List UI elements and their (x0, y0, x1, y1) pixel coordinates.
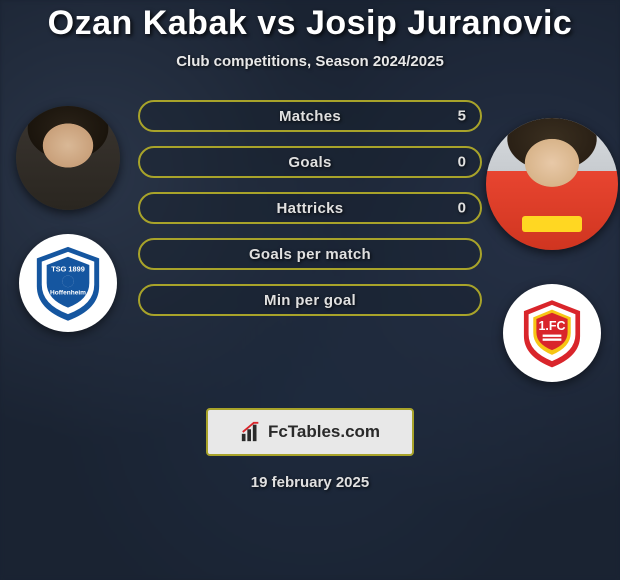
stat-value: 5 (458, 108, 466, 125)
date-label: 19 february 2025 (251, 474, 369, 491)
stat-row-min-per-goal: Min per goal (138, 284, 482, 316)
hoffenheim-crest-icon: TSG 1899 Hoffenheim (27, 242, 109, 324)
main-row: TSG 1899 Hoffenheim Matches 5 Goals 0 Ha… (0, 100, 620, 382)
club2-text: 1.FC (538, 319, 565, 333)
stat-label: Min per goal (264, 292, 356, 309)
site-link[interactable]: FcTables.com (206, 408, 414, 456)
stats-column: Matches 5 Goals 0 Hattricks 0 Goals per … (130, 100, 490, 316)
player1-photo (16, 106, 120, 210)
page-title: Ozan Kabak vs Josip Juranovic (48, 4, 573, 43)
stat-label: Hattricks (277, 200, 344, 217)
club1-text-bottom: Hoffenheim (50, 289, 86, 296)
bar-chart-icon (240, 421, 262, 443)
stat-label: Goals (288, 154, 331, 171)
club1-badge: TSG 1899 Hoffenheim (19, 234, 117, 332)
player2-face-placeholder (486, 118, 618, 250)
union-berlin-crest-icon: 1.FC (513, 294, 591, 372)
stat-value: 0 (458, 154, 466, 171)
club1-text-top: TSG 1899 (51, 265, 85, 274)
club2-badge: 1.FC (503, 284, 601, 382)
stat-row-goals: Goals 0 (138, 146, 482, 178)
stat-row-goals-per-match: Goals per match (138, 238, 482, 270)
stat-label: Goals per match (249, 246, 371, 263)
stat-value: 0 (458, 200, 466, 217)
stat-row-matches: Matches 5 (138, 100, 482, 132)
stat-label: Matches (279, 108, 341, 125)
right-column: 1.FC (490, 100, 614, 382)
infographic-card: Ozan Kabak vs Josip Juranovic Club compe… (0, 0, 620, 580)
player1-face-placeholder (16, 106, 120, 210)
subtitle: Club competitions, Season 2024/2025 (176, 53, 444, 70)
left-column: TSG 1899 Hoffenheim (6, 100, 130, 332)
site-name: FcTables.com (268, 422, 380, 442)
player2-photo (486, 118, 618, 250)
stat-row-hattricks: Hattricks 0 (138, 192, 482, 224)
